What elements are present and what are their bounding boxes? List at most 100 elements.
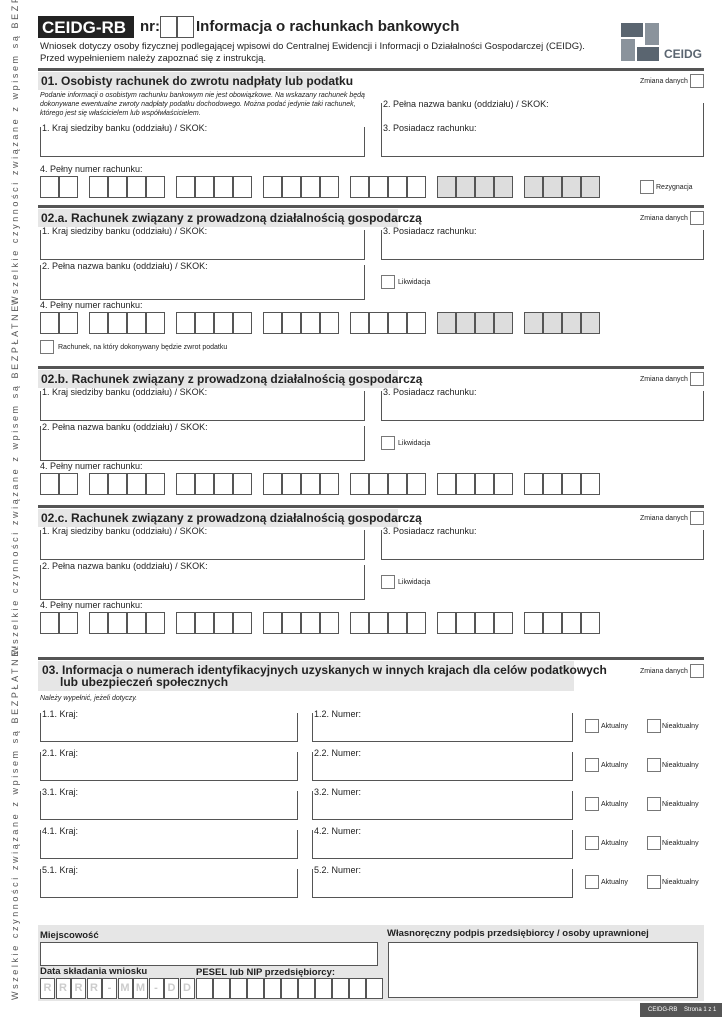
digit-box[interactable] bbox=[108, 473, 127, 495]
id-box[interactable] bbox=[332, 978, 349, 999]
resign-checkbox[interactable] bbox=[640, 180, 654, 194]
digit-box[interactable] bbox=[369, 612, 388, 634]
date-box[interactable]: R bbox=[40, 978, 55, 999]
digit-box[interactable] bbox=[40, 176, 59, 198]
current-checkbox[interactable] bbox=[585, 719, 599, 733]
date-box[interactable]: D bbox=[179, 978, 195, 999]
digit-box[interactable] bbox=[456, 312, 475, 334]
input-field[interactable] bbox=[40, 713, 298, 742]
digit-box[interactable] bbox=[494, 312, 513, 334]
digit-box[interactable] bbox=[562, 473, 581, 495]
digit-box[interactable] bbox=[437, 473, 456, 495]
input-field[interactable] bbox=[381, 530, 704, 560]
digit-box[interactable] bbox=[388, 312, 407, 334]
digit-box[interactable] bbox=[407, 176, 426, 198]
id-box[interactable] bbox=[247, 978, 264, 999]
digit-box[interactable] bbox=[543, 312, 562, 334]
digit-box[interactable] bbox=[282, 612, 301, 634]
digit-box[interactable] bbox=[59, 612, 78, 634]
digit-box[interactable] bbox=[233, 612, 252, 634]
digit-box[interactable] bbox=[494, 473, 513, 495]
digit-box[interactable] bbox=[195, 176, 214, 198]
input-field[interactable] bbox=[40, 791, 298, 820]
date-box[interactable]: R bbox=[55, 978, 71, 999]
digit-box[interactable] bbox=[127, 312, 146, 334]
digit-box[interactable] bbox=[195, 312, 214, 334]
id-box[interactable] bbox=[281, 978, 298, 999]
id-box[interactable] bbox=[264, 978, 281, 999]
outdated-checkbox[interactable] bbox=[647, 758, 661, 772]
digit-box[interactable] bbox=[40, 312, 59, 334]
digit-box[interactable] bbox=[89, 612, 108, 634]
digit-box[interactable] bbox=[581, 473, 600, 495]
input-field[interactable] bbox=[40, 830, 298, 859]
digit-box[interactable] bbox=[89, 473, 108, 495]
digit-box[interactable] bbox=[369, 312, 388, 334]
digit-box[interactable] bbox=[350, 176, 369, 198]
digit-box[interactable] bbox=[146, 312, 165, 334]
close-checkbox[interactable] bbox=[381, 436, 395, 450]
digit-box[interactable] bbox=[195, 612, 214, 634]
digit-box[interactable] bbox=[108, 312, 127, 334]
id-box[interactable] bbox=[213, 978, 230, 999]
digit-box[interactable] bbox=[407, 473, 426, 495]
change-checkbox[interactable] bbox=[690, 74, 704, 88]
digit-box[interactable] bbox=[437, 176, 456, 198]
digit-box[interactable] bbox=[214, 473, 233, 495]
digit-box[interactable] bbox=[301, 473, 320, 495]
digit-box[interactable] bbox=[214, 612, 233, 634]
change-checkbox[interactable] bbox=[690, 211, 704, 225]
outdated-checkbox[interactable] bbox=[647, 719, 661, 733]
id-box[interactable] bbox=[298, 978, 315, 999]
change-checkbox[interactable] bbox=[690, 664, 704, 678]
digit-box[interactable] bbox=[176, 473, 195, 495]
id-box[interactable] bbox=[196, 978, 213, 999]
nr-box[interactable] bbox=[160, 16, 177, 38]
outdated-checkbox[interactable] bbox=[647, 875, 661, 889]
outdated-checkbox[interactable] bbox=[647, 836, 661, 850]
digit-box[interactable] bbox=[456, 612, 475, 634]
digit-box[interactable] bbox=[369, 473, 388, 495]
id-box[interactable] bbox=[349, 978, 366, 999]
digit-box[interactable] bbox=[127, 612, 146, 634]
date-box[interactable]: R bbox=[71, 978, 86, 999]
input-field[interactable] bbox=[40, 869, 298, 898]
current-checkbox[interactable] bbox=[585, 836, 599, 850]
digit-box[interactable] bbox=[475, 312, 494, 334]
digit-box[interactable] bbox=[282, 312, 301, 334]
input-field[interactable] bbox=[381, 127, 704, 157]
digit-box[interactable] bbox=[146, 473, 165, 495]
digit-box[interactable] bbox=[263, 176, 282, 198]
digit-box[interactable] bbox=[524, 312, 543, 334]
nr-box[interactable] bbox=[177, 16, 194, 38]
digit-box[interactable] bbox=[282, 473, 301, 495]
digit-box[interactable] bbox=[437, 612, 456, 634]
digit-box[interactable] bbox=[562, 176, 581, 198]
current-checkbox[interactable] bbox=[585, 797, 599, 811]
digit-box[interactable] bbox=[195, 473, 214, 495]
change-checkbox[interactable] bbox=[690, 511, 704, 525]
digit-box[interactable] bbox=[524, 473, 543, 495]
digit-box[interactable] bbox=[350, 312, 369, 334]
digit-box[interactable] bbox=[369, 176, 388, 198]
digit-box[interactable] bbox=[562, 612, 581, 634]
close-checkbox[interactable] bbox=[381, 575, 395, 589]
digit-box[interactable] bbox=[320, 612, 339, 634]
digit-box[interactable] bbox=[581, 612, 600, 634]
digit-box[interactable] bbox=[40, 612, 59, 634]
date-box[interactable]: - bbox=[102, 978, 117, 999]
digit-box[interactable] bbox=[89, 176, 108, 198]
id-box[interactable] bbox=[230, 978, 247, 999]
digit-box[interactable] bbox=[127, 473, 146, 495]
digit-box[interactable] bbox=[388, 176, 407, 198]
close-checkbox[interactable] bbox=[381, 275, 395, 289]
digit-box[interactable] bbox=[233, 473, 252, 495]
digit-box[interactable] bbox=[263, 473, 282, 495]
refund-checkbox[interactable] bbox=[40, 340, 54, 354]
digit-box[interactable] bbox=[263, 312, 282, 334]
digit-box[interactable] bbox=[494, 176, 513, 198]
digit-box[interactable] bbox=[59, 473, 78, 495]
date-box[interactable]: D bbox=[164, 978, 179, 999]
digit-box[interactable] bbox=[543, 612, 562, 634]
digit-box[interactable] bbox=[320, 473, 339, 495]
